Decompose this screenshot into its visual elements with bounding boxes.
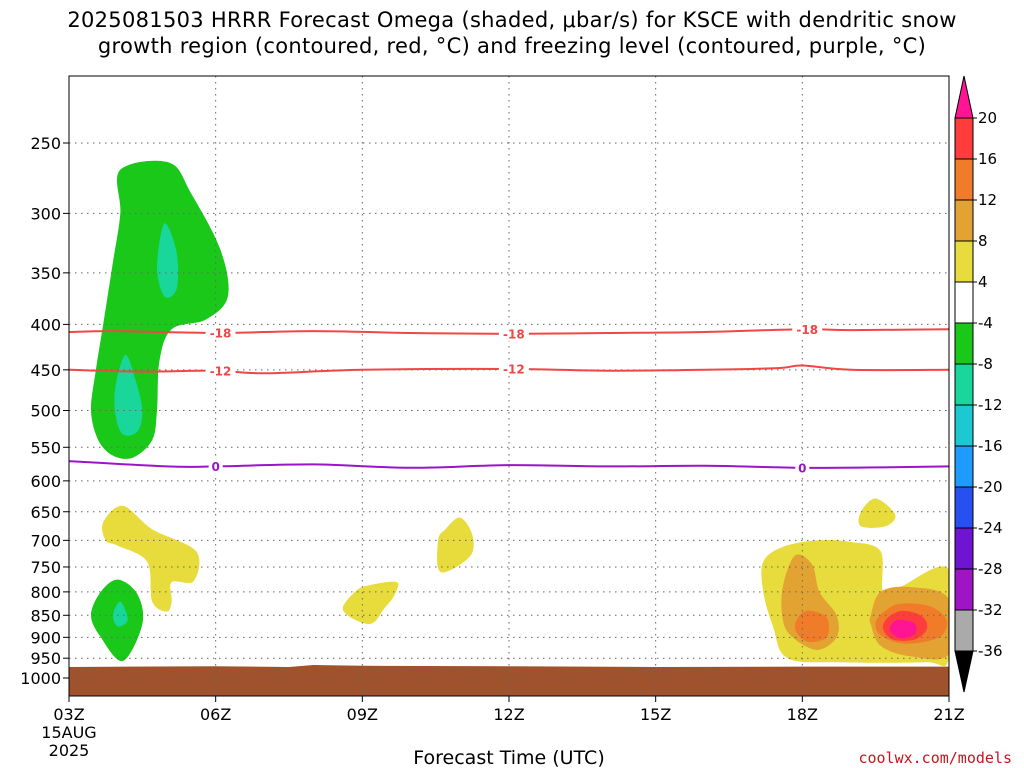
y-tick-label-350: 350 (30, 264, 61, 283)
credit-text: coolwx.com/models (858, 749, 1012, 767)
colorbar-box (954, 158, 974, 201)
y-tick-label-900: 900 (30, 628, 61, 647)
x-tick-label-12Z: 12Z (493, 705, 524, 724)
x-tick-label-18Z: 18Z (787, 705, 818, 724)
colorbar-box (954, 199, 974, 242)
y-tick-label-550: 550 (30, 438, 61, 457)
colorbar-label: -36 (978, 642, 1003, 660)
colorbar-label: 4 (978, 273, 988, 291)
x-axis-title: Forecast Time (UTC) (413, 747, 604, 768)
omega-region-20 (889, 619, 917, 639)
colorbar-box (954, 527, 974, 570)
contour-line-0 (69, 460, 949, 469)
contour-label-neg12: -12 (210, 364, 232, 378)
colorbar-box (954, 445, 974, 488)
omega-region-neg8 (114, 354, 143, 436)
contour-label-bg (498, 362, 529, 377)
contour-label-bg (208, 459, 223, 474)
colorbar-label: -16 (978, 437, 1003, 455)
omega-region-12 (794, 610, 830, 643)
y-tick-label-400: 400 (30, 315, 61, 334)
colorbar-label: -8 (978, 355, 993, 373)
y-tick-label-250: 250 (30, 134, 61, 153)
contour-label-bg (205, 325, 236, 340)
contour-label-0: 0 (211, 460, 219, 474)
colorbar-top-triangle (954, 75, 974, 119)
omega-region-4 (102, 505, 200, 612)
colorbar-label: -20 (978, 478, 1003, 496)
colorbar-label: 20 (978, 109, 997, 127)
y-tick-label-600: 600 (30, 472, 61, 491)
colorbar-label: -4 (978, 314, 993, 332)
y-tick-label-300: 300 (30, 204, 61, 223)
colorbar-box (954, 322, 974, 365)
colorbar-box (954, 568, 974, 611)
y-tick-label-1000: 1000 (20, 669, 61, 688)
contour-lines: -18 -18 -18 -12 -12 0 0 (69, 322, 949, 475)
colorbar-box (954, 404, 974, 447)
chart-title-line-2: growth region (contoured, red, °C) and f… (97, 34, 927, 58)
contour-label-neg18: -18 (210, 326, 232, 340)
y-tick-label-650: 650 (30, 503, 61, 522)
contour-label-bg (795, 460, 810, 475)
colorbar-label: -28 (978, 560, 1003, 578)
colorbar-box (954, 281, 974, 324)
colorbar-label: -24 (978, 519, 1003, 537)
x-tick-label-15Z: 15Z (640, 705, 671, 724)
omega-region-neg8 (112, 601, 128, 627)
contour-label-bg (498, 326, 529, 341)
contour-label-neg18: -18 (503, 327, 525, 341)
contour-label-neg18: -18 (796, 323, 818, 337)
colorbar-bottom-triangle (954, 650, 974, 693)
colorbar-box (954, 117, 974, 160)
x-tick-label-03Z: 03Z (53, 705, 84, 724)
axes: 250 300 350 400 450 500 550 600 650 700 750 800 850 9… (20, 134, 964, 760)
y-tick-label-450: 450 (30, 361, 61, 380)
colorbar-label: 8 (978, 232, 988, 250)
colorbar-box (954, 486, 974, 529)
omega-region-4 (858, 498, 896, 528)
colorbar-box (954, 240, 974, 283)
colorbar-box (954, 609, 974, 652)
colorbar-label: -32 (978, 601, 1003, 619)
terrain-fill (69, 665, 949, 696)
chart-title-line-1: 2025081503 HRRR Forecast Omega (shaded, … (67, 8, 957, 32)
colorbar-label: 12 (978, 191, 997, 209)
x-tick-label-21Z: 21Z (933, 705, 964, 724)
colorbar-box (954, 363, 974, 406)
colorbar: 20 16 12 8 4 -4 -8 -12 -16 -20 -24 -28 -32 -36 (954, 75, 1003, 693)
colorbar-label: -12 (978, 396, 1003, 414)
x-year-label: 2025 (49, 741, 90, 760)
omega-region-4 (437, 517, 474, 573)
y-tick-label-950: 950 (30, 649, 61, 668)
grid-lines (68, 76, 950, 696)
x-tick-label-06Z: 06Z (200, 705, 231, 724)
contour-label-bg (205, 363, 236, 378)
contour-label-0: 0 (798, 461, 806, 475)
x-date-label: 15AUG (41, 723, 96, 742)
x-tick-label-09Z: 09Z (347, 705, 378, 724)
y-tick-label-850: 850 (30, 606, 61, 625)
contour-label-neg12: -12 (503, 363, 525, 377)
omega-shading (90, 160, 949, 667)
colorbar-label: 16 (978, 150, 997, 168)
y-tick-label-800: 800 (30, 583, 61, 602)
omega-region-neg4 (90, 160, 229, 459)
y-tick-label-500: 500 (30, 402, 61, 421)
y-tick-label-750: 750 (30, 558, 61, 577)
contour-label-bg (792, 322, 823, 337)
y-tick-label-700: 700 (30, 531, 61, 550)
omega-region-neg8 (157, 223, 179, 298)
omega-region-4 (342, 581, 399, 624)
terrain-layer (69, 665, 949, 696)
